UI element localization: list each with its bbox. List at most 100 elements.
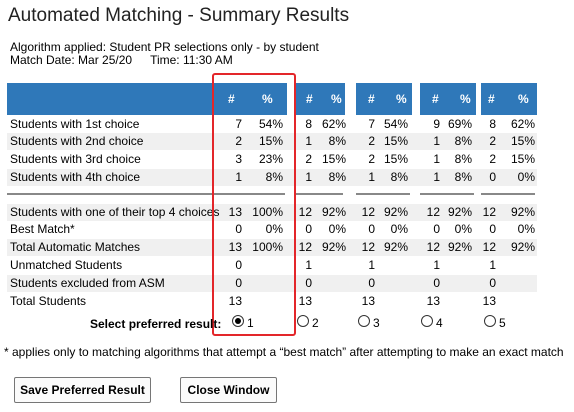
cell-count: 13 [298, 294, 312, 308]
row-background [7, 133, 537, 150]
cell-percent: 92% [321, 240, 346, 254]
header-count: # [306, 92, 313, 106]
cell-percent: 15% [258, 134, 283, 148]
cell-percent: 8% [328, 134, 346, 148]
cell-percent: 92% [510, 240, 535, 254]
result-radio-4[interactable] [421, 315, 433, 327]
cell-count: 1 [305, 134, 312, 148]
cell-count: 8 [305, 117, 312, 131]
row-background [7, 169, 537, 186]
page-title: Automated Matching - Summary Results [8, 5, 350, 26]
row-label: Total Students [10, 294, 87, 308]
header-percent: % [396, 92, 407, 106]
cell-count: 0 [235, 276, 242, 290]
header-count: # [228, 92, 235, 106]
separator-label [7, 193, 220, 195]
cell-count: 12 [361, 205, 375, 219]
cell-count: 0 [433, 222, 440, 236]
cell-count: 0 [368, 276, 375, 290]
cell-percent: 92% [383, 205, 408, 219]
cell-count: 0 [305, 222, 312, 236]
cell-percent: 8% [390, 170, 408, 184]
cell-count: 0 [305, 276, 312, 290]
cell-percent: 0% [265, 222, 283, 236]
cell-percent: 8% [454, 152, 472, 166]
cell-count: 0 [368, 222, 375, 236]
result-radio-3[interactable] [358, 315, 370, 327]
cell-count: 1 [368, 258, 375, 272]
header-count: # [488, 92, 495, 106]
cell-count: 2 [368, 152, 375, 166]
footnote: * applies only to matching algorithms th… [4, 345, 564, 359]
row-label: Best Match* [10, 222, 75, 236]
cell-count: 1 [489, 258, 496, 272]
header-percent: % [331, 92, 342, 106]
separator-group-4 [420, 193, 474, 195]
cell-count: 1 [305, 258, 312, 272]
cell-percent: 92% [383, 240, 408, 254]
cell-count: 1 [305, 170, 312, 184]
cell-percent: 15% [383, 134, 408, 148]
cell-percent: 0% [454, 222, 472, 236]
cell-count: 0 [489, 222, 496, 236]
close-window-button[interactable]: Close Window [180, 377, 277, 403]
cell-count: 12 [361, 240, 375, 254]
cell-percent: 62% [510, 117, 535, 131]
cell-count: 12 [298, 240, 312, 254]
cell-count: 1 [433, 258, 440, 272]
cell-count: 0 [235, 258, 242, 272]
row-background [7, 204, 537, 221]
cell-count: 2 [368, 134, 375, 148]
header-group-2: #% [294, 83, 345, 115]
cell-percent: 100% [252, 205, 283, 219]
row-label: Students with one of their top 4 choices [10, 205, 220, 219]
cell-percent: 92% [510, 205, 535, 219]
row-label: Students with 3rd choice [10, 152, 141, 166]
cell-count: 13 [228, 240, 242, 254]
cell-percent: 92% [447, 205, 472, 219]
cell-count: 0 [489, 170, 496, 184]
cell-percent: 23% [258, 152, 283, 166]
cell-count: 13 [228, 294, 242, 308]
cell-count: 1 [235, 170, 242, 184]
cell-count: 2 [305, 152, 312, 166]
cell-percent: 0% [328, 222, 346, 236]
match-date: Match Date: Mar 25/20 [10, 53, 133, 67]
header-group-4: #% [420, 83, 476, 115]
cell-count: 2 [489, 152, 496, 166]
result-radio-label-2: 2 [312, 316, 319, 330]
cell-percent: 54% [383, 117, 408, 131]
header-percent: % [518, 92, 529, 106]
header-group-3: #% [356, 83, 412, 115]
cell-count: 13 [482, 294, 496, 308]
match-time: Time: 11:30 AM [150, 53, 233, 67]
cell-percent: 15% [510, 152, 535, 166]
cell-percent: 100% [252, 240, 283, 254]
cell-count: 1 [368, 170, 375, 184]
result-radio-label-5: 5 [499, 316, 506, 330]
separator-group-1 [220, 193, 285, 195]
cell-count: 12 [482, 205, 496, 219]
header-label-cell [7, 83, 220, 115]
result-radio-label-3: 3 [373, 316, 380, 330]
result-radio-2[interactable] [297, 315, 309, 327]
cell-count: 7 [368, 117, 375, 131]
cell-count: 2 [235, 134, 242, 148]
row-label: Students with 2nd choice [10, 134, 144, 148]
save-preferred-result-button[interactable]: Save Preferred Result [14, 377, 151, 403]
row-background [7, 275, 537, 292]
cell-percent: 15% [321, 152, 346, 166]
header-percent: % [262, 92, 273, 106]
header-group-5: #% [481, 83, 537, 115]
cell-count: 0 [489, 276, 496, 290]
cell-count: 13 [228, 205, 242, 219]
match-info: Match Date: Mar 25/20 Time: 11:30 AM [10, 53, 233, 67]
cell-count: 12 [426, 205, 440, 219]
cell-percent: 0% [517, 222, 535, 236]
cell-count: 12 [426, 240, 440, 254]
result-radio-5[interactable] [484, 315, 496, 327]
result-radio-1[interactable] [232, 315, 244, 327]
cell-count: 2 [489, 134, 496, 148]
header-count: # [432, 92, 439, 106]
header-group-1: #% [220, 83, 287, 115]
